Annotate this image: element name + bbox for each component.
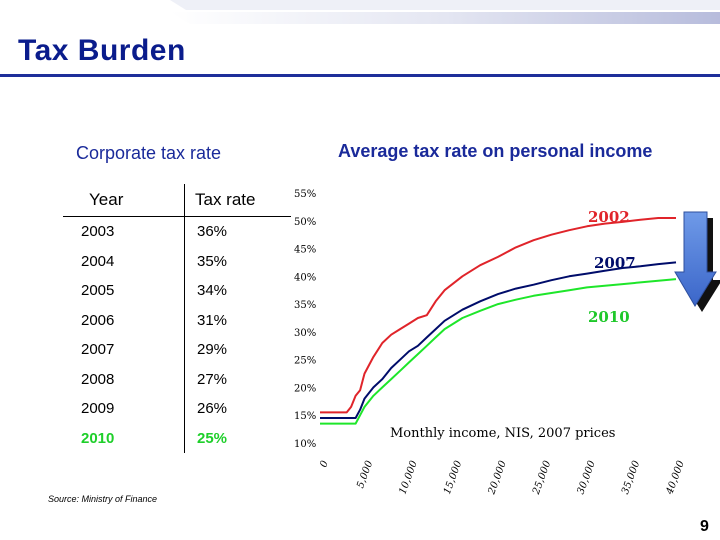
title-divider — [0, 74, 720, 77]
y-tick-label: 45% — [294, 245, 316, 256]
year-cell: 2010 — [63, 423, 185, 453]
y-tick-label: 20% — [294, 383, 316, 394]
table-row: 2009 26% — [63, 394, 291, 424]
x-tick-label: 0 — [318, 459, 331, 469]
x-axis-label: Monthly income, NIS, 2007 prices — [390, 426, 615, 441]
y-tick-label: 15% — [294, 411, 316, 422]
y-tick-label: 40% — [294, 272, 316, 283]
top-decoration — [170, 0, 720, 24]
x-tick-label: 15,000 — [442, 459, 465, 496]
x-tick-label: 20,000 — [486, 459, 509, 497]
rate-cell: 35% — [197, 252, 228, 270]
year-cell: 2008 — [63, 364, 185, 394]
y-axis-labels: 10% 15% 20% 25% 30% 35% 40% 45% 50% 55% — [294, 189, 316, 450]
year-cell: 2003 — [63, 216, 185, 247]
table-row-highlight: 2010 25% — [63, 423, 291, 453]
series-line-2010 — [320, 278, 677, 425]
table-row: 2003 36% — [63, 216, 291, 247]
y-tick-label: 30% — [294, 328, 316, 339]
year-header: Year — [63, 184, 185, 217]
rate-cell: 27% — [197, 370, 228, 388]
table-row: 2004 35% — [63, 246, 291, 276]
rate-cell: 34% — [197, 282, 228, 300]
slide-title: Tax Burden — [18, 34, 186, 67]
rate-cell: 25% — [197, 429, 228, 447]
series-line-2007 — [320, 261, 677, 419]
table-row: 2005 34% — [63, 276, 291, 306]
down-arrow-icon — [674, 211, 720, 312]
y-tick-label: 50% — [294, 217, 316, 228]
chart-title: Average tax rate on personal income — [338, 141, 653, 161]
series-label-2002: 2002 — [588, 208, 630, 226]
table-row: 2008 27% — [63, 364, 291, 394]
series-lines — [320, 217, 677, 425]
year-cell: 2004 — [63, 246, 185, 276]
x-tick-label: 30,000 — [576, 459, 599, 496]
y-tick-label: 10% — [294, 439, 316, 450]
rate-cell: 26% — [197, 400, 228, 418]
x-tick-label: 5,000 — [355, 459, 375, 490]
source-note: Source: Ministry of Finance — [48, 494, 158, 504]
x-tick-label: 10,000 — [398, 459, 421, 496]
corporate-tax-title: Corporate tax rate — [76, 143, 222, 163]
series-labels: 2002 2007 2010 — [588, 208, 636, 326]
series-line-2002 — [320, 217, 676, 414]
y-tick-label: 35% — [294, 300, 316, 311]
x-axis-labels: 0 5,000 10,000 15,000 20,000 25,000 30,000 35,0… — [318, 459, 687, 497]
table-header-row: Year Tax rate — [63, 184, 291, 217]
y-tick-label: 55% — [294, 189, 316, 200]
page-number: 9 — [700, 518, 709, 535]
year-cell: 2005 — [63, 276, 185, 306]
year-cell: 2009 — [63, 394, 185, 424]
series-label-2010: 2010 — [588, 308, 630, 326]
table-row: 2007 29% — [63, 335, 291, 365]
x-tick-label: 25,000 — [531, 459, 554, 497]
table-row: 2006 31% — [63, 305, 291, 335]
year-cell: 2006 — [63, 305, 185, 335]
y-tick-label: 25% — [294, 356, 316, 367]
series-label-2007: 2007 — [594, 254, 636, 272]
year-cell: 2007 — [63, 335, 185, 365]
x-tick-label: 35,000 — [620, 459, 643, 496]
rate-cell: 31% — [197, 311, 228, 329]
rate-cell: 29% — [197, 341, 228, 359]
corporate-tax-table: Year Tax rate 2003 36% 2004 35% 2005 34% 20… — [63, 184, 291, 453]
rate-cell: 36% — [197, 223, 228, 241]
x-tick-label: 40,000 — [664, 459, 687, 497]
tax-rate-header: Tax rate — [184, 184, 291, 217]
